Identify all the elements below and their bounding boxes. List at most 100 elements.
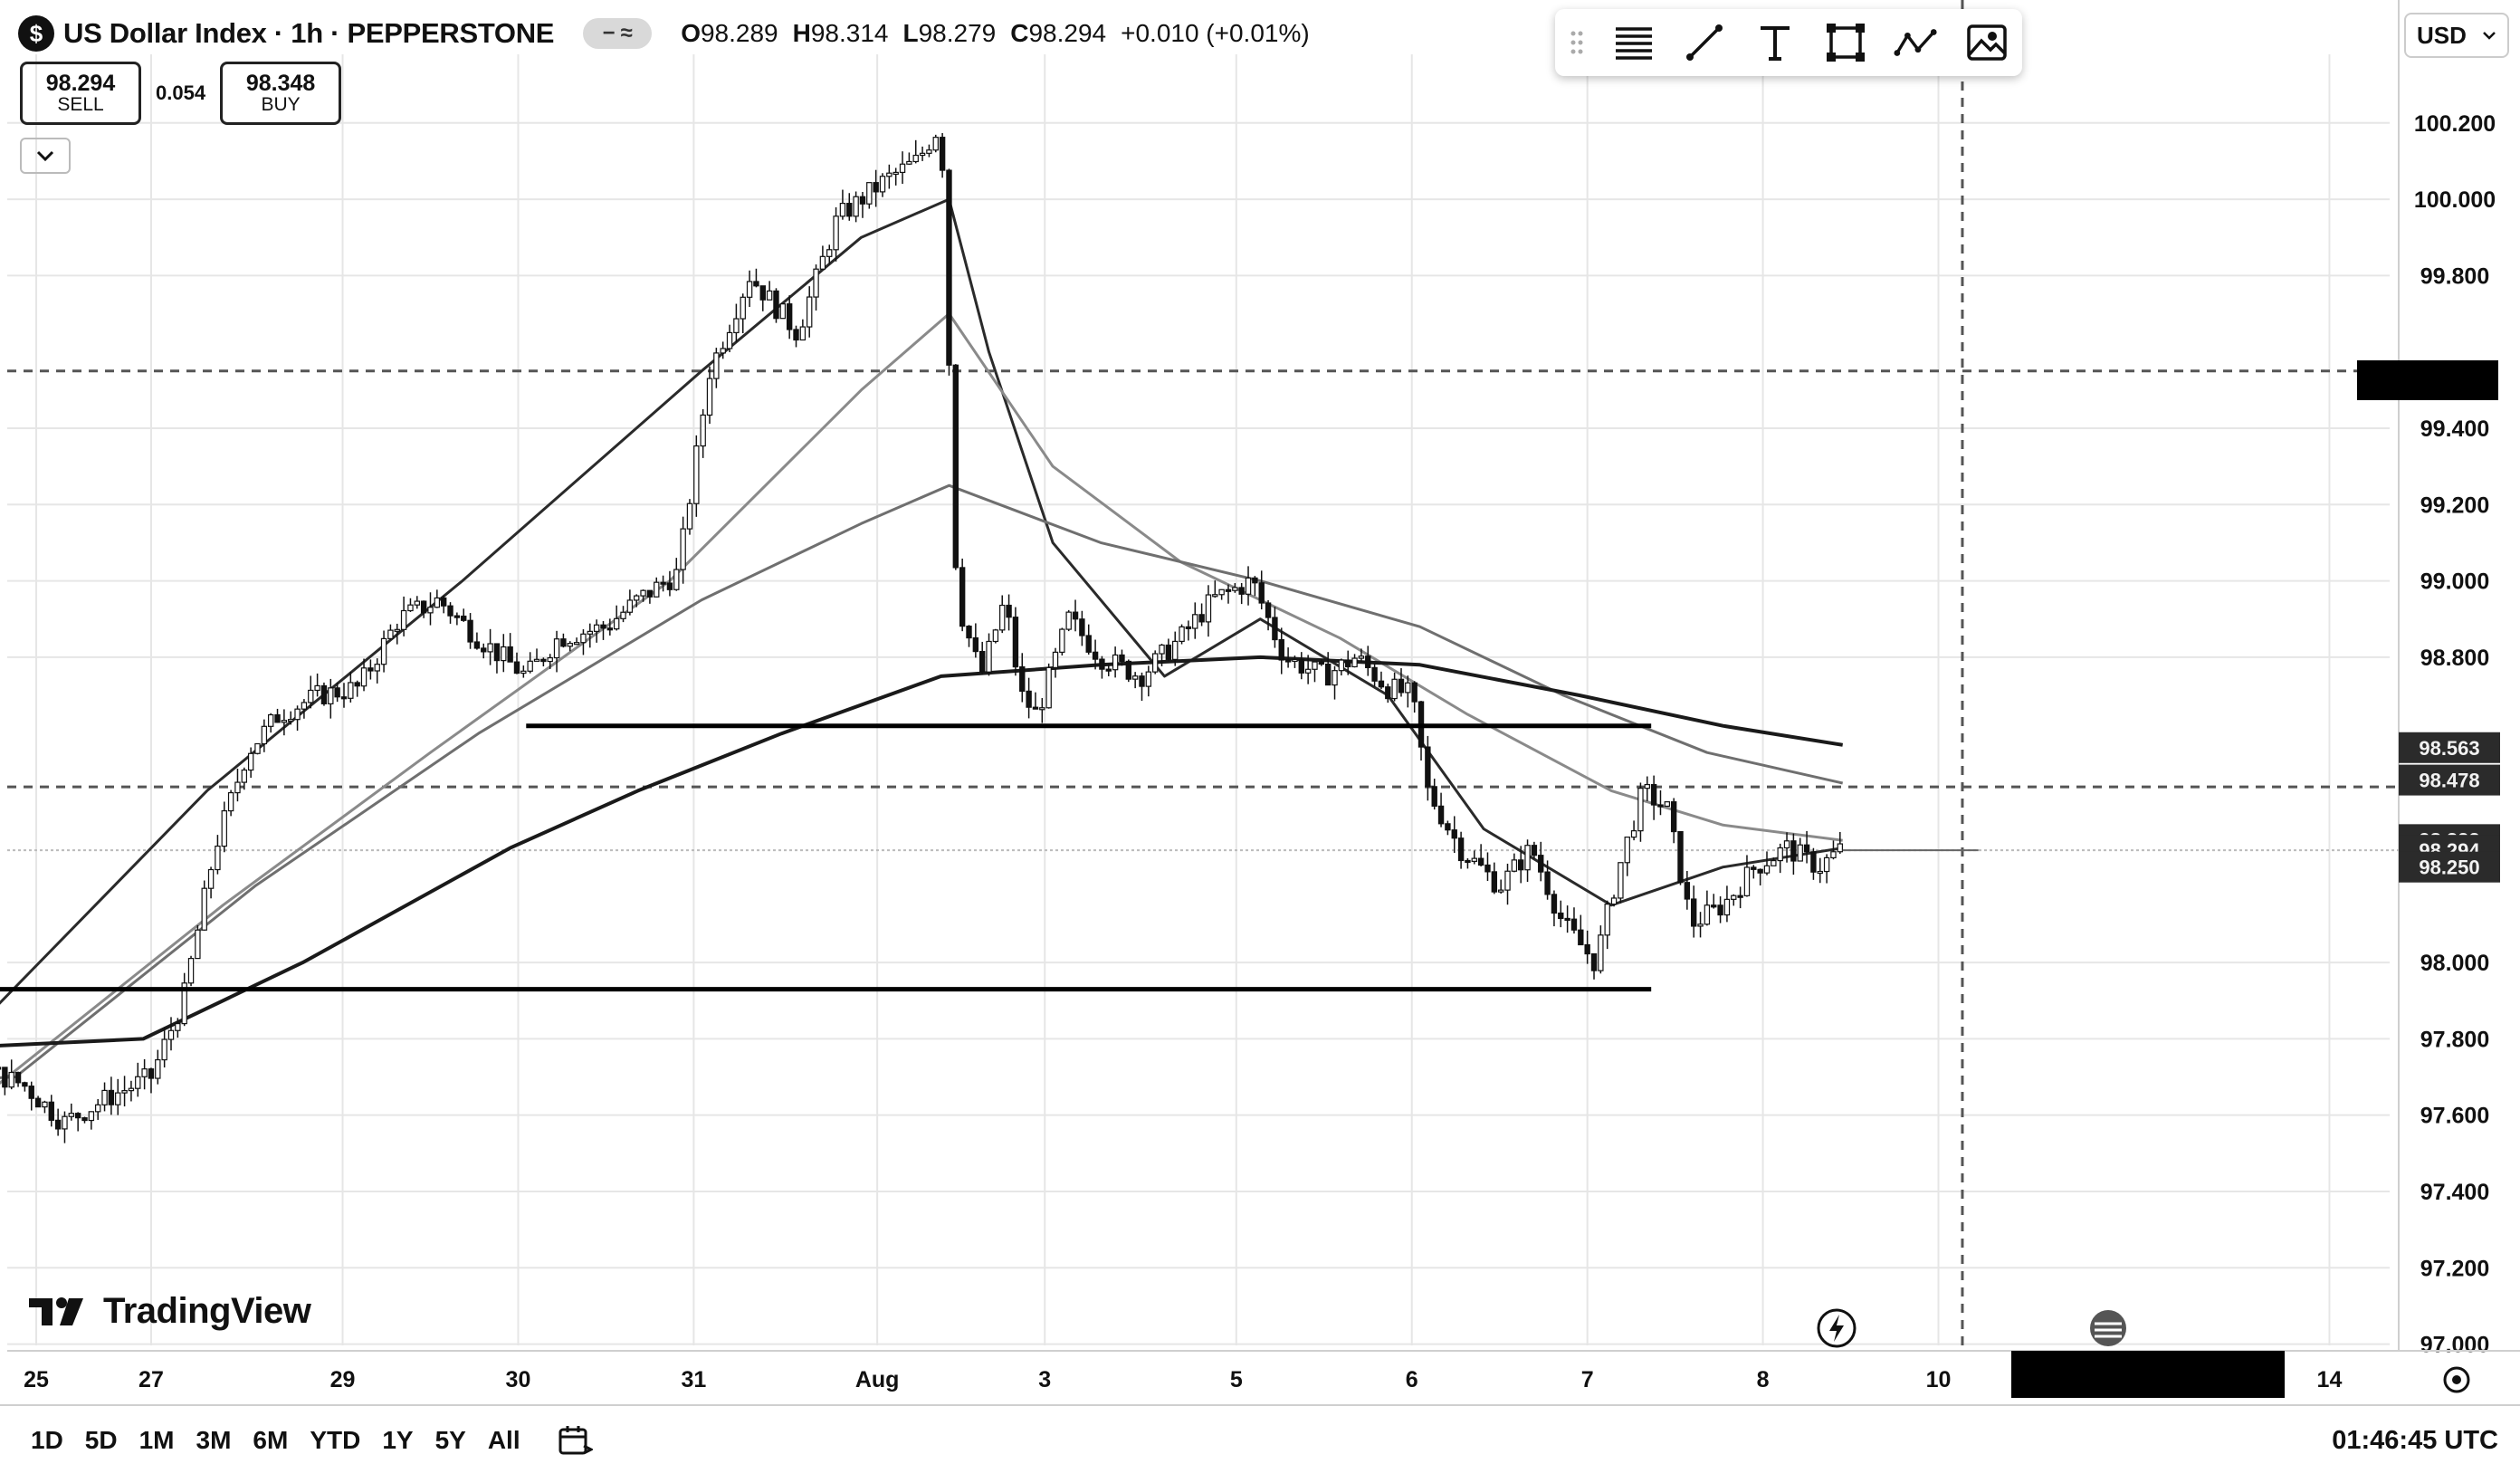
y-tick-label: 97.400 xyxy=(2420,1180,2489,1205)
image-icon[interactable] xyxy=(1964,20,2009,65)
timeframe-5d[interactable]: 5D xyxy=(84,1426,118,1454)
text-icon[interactable] xyxy=(1752,20,1798,65)
candle-body xyxy=(1205,594,1212,623)
candle-body xyxy=(1059,628,1065,653)
ohlc-high: H98.314 xyxy=(792,19,889,47)
goto-date-icon[interactable] xyxy=(557,1422,594,1459)
candle-body xyxy=(567,643,573,647)
candle-body xyxy=(407,604,414,612)
candle-body xyxy=(593,624,600,632)
timeframe-3m[interactable]: 3M xyxy=(196,1426,232,1454)
x-tick-label: 29 xyxy=(330,1367,356,1392)
candle-body xyxy=(1105,668,1112,672)
candle-body xyxy=(360,667,368,687)
candle-body xyxy=(1012,617,1019,668)
candle-body xyxy=(0,1067,2,1070)
timeframe-1y[interactable]: 1Y xyxy=(382,1426,414,1454)
candle-body xyxy=(447,605,453,617)
candle-body xyxy=(241,769,248,783)
timeframe-ytd[interactable]: YTD xyxy=(310,1426,361,1454)
ohlc-change: +0.010 (+0.01%) xyxy=(1121,19,1310,47)
candle-body xyxy=(966,626,972,639)
candle-body xyxy=(1304,668,1312,674)
candle-body xyxy=(1731,895,1737,900)
candle-body xyxy=(141,1068,148,1077)
price-tag xyxy=(2399,851,2500,883)
candle-body xyxy=(301,702,308,710)
candle-body xyxy=(340,696,348,700)
events-icon[interactable] xyxy=(1816,1307,1857,1349)
candle-body xyxy=(779,303,787,320)
candle-body xyxy=(613,617,620,630)
tradingview-logo[interactable]: TradingView xyxy=(29,1291,311,1332)
flag-icon[interactable] xyxy=(2087,1307,2129,1349)
candle-body xyxy=(1252,577,1258,584)
candle-body xyxy=(1006,604,1012,618)
candle-body xyxy=(986,640,992,673)
timeframe-1d[interactable]: 1D xyxy=(31,1426,63,1454)
timeframe-6m[interactable]: 6M xyxy=(253,1426,289,1454)
candle-body xyxy=(1332,670,1338,686)
settings-icon[interactable] xyxy=(2440,1363,2473,1396)
x-tick-label: 7 xyxy=(1581,1367,1594,1392)
candle-body xyxy=(1225,588,1232,592)
drag-handle-icon[interactable] xyxy=(1568,20,1586,65)
candle-body xyxy=(1345,659,1351,668)
collapse-button[interactable] xyxy=(20,138,71,174)
candle-body xyxy=(148,1068,155,1079)
candle-body xyxy=(1139,675,1145,687)
candle-body xyxy=(813,268,819,298)
candle-body xyxy=(527,660,533,672)
candle-body xyxy=(540,658,547,663)
candle-body xyxy=(846,203,853,217)
candle-body xyxy=(1159,644,1165,655)
candle-body xyxy=(1684,882,1691,900)
candle-body xyxy=(693,445,700,504)
x-tick-label: 6 xyxy=(1406,1367,1418,1392)
candle-body xyxy=(481,647,487,653)
indicator-visibility-toggle[interactable]: − ≈ xyxy=(583,18,653,49)
candle-body xyxy=(167,1029,175,1040)
candle-body xyxy=(740,296,746,320)
pattern-icon[interactable] xyxy=(1894,20,1939,65)
candle-body xyxy=(1391,678,1398,700)
candle-body xyxy=(34,1097,42,1108)
candle-body xyxy=(207,868,215,889)
lines-icon[interactable] xyxy=(1611,20,1656,65)
y-tick-label: 99.400 xyxy=(2420,416,2489,442)
candle-body xyxy=(793,329,799,341)
candle-body xyxy=(680,528,686,570)
candle-body xyxy=(1445,823,1451,831)
candle-body xyxy=(1079,618,1085,636)
rectangle-icon[interactable] xyxy=(1823,20,1868,65)
sell-button[interactable]: 98.294 SELL xyxy=(20,62,141,125)
candle-body xyxy=(766,290,773,301)
trendline-icon[interactable] xyxy=(1682,20,1727,65)
candle-body xyxy=(308,689,314,703)
candle-body xyxy=(1630,830,1637,838)
brand-name: TradingView xyxy=(103,1291,311,1331)
candle-body xyxy=(314,684,320,692)
utc-clock[interactable]: 01:46:45 UTC xyxy=(2332,1425,2498,1455)
symbol-logo-icon[interactable]: $ xyxy=(18,15,54,52)
candle-body xyxy=(1737,895,1743,898)
timeframe-1m[interactable]: 1M xyxy=(138,1426,175,1454)
symbol-title[interactable]: US Dollar Index · 1h · PEPPERSTONE xyxy=(63,17,555,49)
timeframe-5y[interactable]: 5Y xyxy=(434,1426,466,1454)
x-tick-label: 3 xyxy=(1038,1367,1051,1392)
candle-body xyxy=(700,414,706,447)
candle-body xyxy=(420,600,427,614)
timeframe-all[interactable]: All xyxy=(487,1426,520,1454)
y-tick-label: 97.800 xyxy=(2420,1027,2489,1052)
candle-body xyxy=(1298,658,1304,674)
candle-body xyxy=(1145,671,1152,687)
candle-body xyxy=(626,599,634,613)
currency-select[interactable]: USD xyxy=(2404,13,2509,58)
candle-body xyxy=(394,628,400,632)
candle-body xyxy=(1743,866,1751,896)
buy-button[interactable]: 98.348 BUY xyxy=(220,62,342,125)
candle-body xyxy=(1584,943,1590,955)
candle-body xyxy=(247,752,254,771)
candle-body xyxy=(1711,904,1717,908)
